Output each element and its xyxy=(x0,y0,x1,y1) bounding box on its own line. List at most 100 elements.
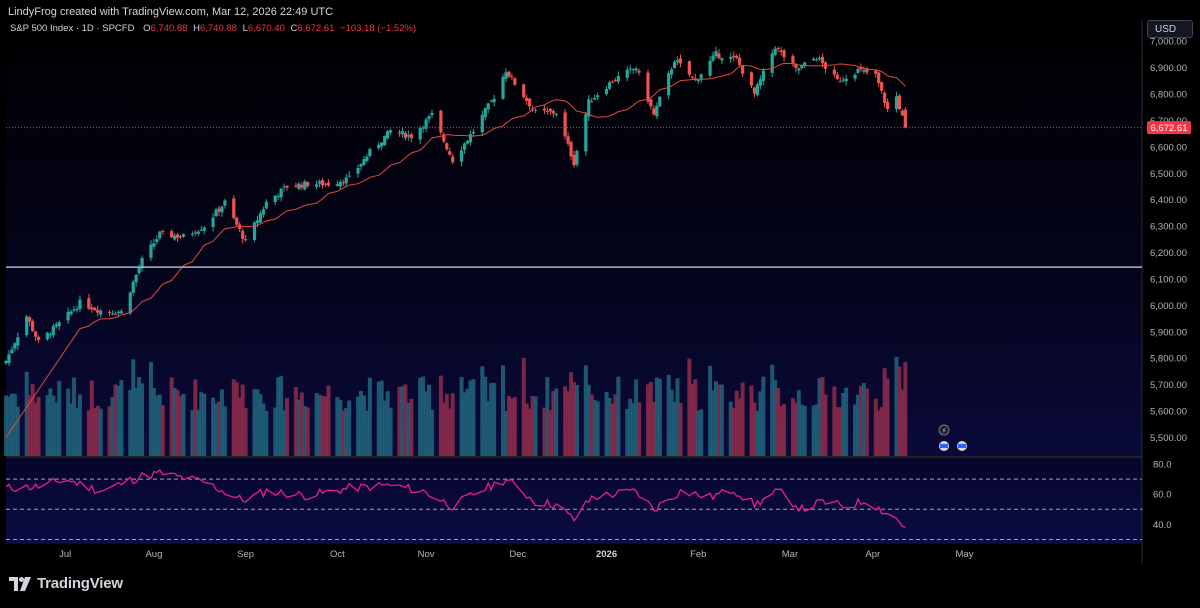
change-value: −103.18 (−1.52%) xyxy=(340,23,417,34)
candle xyxy=(403,131,407,141)
candle xyxy=(548,107,552,116)
volume-bar xyxy=(361,395,366,456)
dividend-icon[interactable] xyxy=(938,424,950,436)
candle-body xyxy=(87,298,91,309)
candle xyxy=(406,130,410,141)
candle-body xyxy=(279,188,283,198)
candle-body xyxy=(244,239,248,241)
candle xyxy=(492,94,496,107)
volume-bar xyxy=(86,410,91,456)
candle-body xyxy=(814,59,819,61)
volume-bar xyxy=(503,410,508,456)
time-axis[interactable]: JunJulAugSepOctNovDec2026FebMarAprMay xyxy=(0,549,974,560)
candle xyxy=(128,291,132,315)
candle-body xyxy=(800,65,804,69)
candle-body xyxy=(152,243,156,247)
candle-body xyxy=(655,105,659,117)
candle-body xyxy=(856,68,860,73)
candle-body xyxy=(690,76,694,78)
candle-body xyxy=(883,92,887,104)
candle-body xyxy=(4,360,8,364)
candle xyxy=(199,225,203,232)
candle-body xyxy=(897,95,902,109)
candle-body xyxy=(10,349,14,354)
candle-body xyxy=(320,180,325,186)
volume-bar xyxy=(613,394,618,456)
tradingview-logo[interactable]: TradingView xyxy=(9,575,123,592)
volume-bar xyxy=(388,407,393,456)
candle-body xyxy=(45,332,50,340)
candle-body xyxy=(696,79,700,82)
event-markers[interactable]: ⚡ xyxy=(938,424,967,451)
volume-bar xyxy=(838,407,843,456)
candle xyxy=(814,57,819,61)
candle xyxy=(761,68,765,86)
candle-body xyxy=(782,50,786,58)
volume-bar xyxy=(72,377,77,456)
volume-bar xyxy=(796,390,801,456)
candle xyxy=(714,46,718,59)
candle-body xyxy=(625,69,629,78)
candle-body xyxy=(211,217,215,227)
candle-body xyxy=(752,87,757,94)
candle xyxy=(380,142,384,151)
candle-body xyxy=(738,57,742,66)
candle-body xyxy=(646,72,650,102)
candle xyxy=(779,46,783,56)
candle xyxy=(652,105,656,116)
candle-body xyxy=(170,231,174,238)
candle xyxy=(161,229,165,235)
time-tick-label: Dec xyxy=(509,549,526,560)
time-tick-label: Nov xyxy=(418,549,435,560)
candle xyxy=(87,293,91,311)
volume-bar xyxy=(749,385,754,456)
candle-body xyxy=(155,239,159,243)
volume-bar xyxy=(817,378,822,456)
candle xyxy=(782,48,786,62)
svg-text:⚡: ⚡ xyxy=(942,427,947,435)
volume-bar xyxy=(299,392,304,456)
candle xyxy=(273,195,277,206)
candle-body xyxy=(717,53,721,59)
candle xyxy=(729,52,733,63)
candle-body xyxy=(202,227,206,231)
currency-button[interactable]: USD xyxy=(1147,20,1193,38)
candle xyxy=(175,232,180,243)
candle-body xyxy=(388,130,393,133)
candle xyxy=(155,235,159,245)
time-tick-label: Apr xyxy=(865,549,880,560)
volume-bar xyxy=(441,402,446,456)
candle xyxy=(670,66,674,79)
candle xyxy=(658,96,662,108)
volume-bar xyxy=(527,408,532,456)
candle xyxy=(235,216,239,227)
candle xyxy=(338,179,342,191)
candle xyxy=(7,350,11,366)
volume-bar xyxy=(231,379,236,456)
candle xyxy=(297,182,301,190)
candle xyxy=(178,234,183,239)
symbol-name[interactable]: S&P 500 Index · 1D · SPCFD xyxy=(10,23,135,34)
candle xyxy=(137,264,141,276)
volume-bar xyxy=(752,402,757,456)
price-tick-label: 6,000.00 xyxy=(1150,301,1187,312)
volume-bar xyxy=(625,408,630,456)
candle-body xyxy=(424,119,428,129)
volume-bar xyxy=(326,385,331,456)
volume-bar xyxy=(512,397,517,456)
candle-body xyxy=(483,108,487,118)
volume-bar xyxy=(755,410,760,456)
candle-body xyxy=(877,72,881,84)
candle xyxy=(362,155,366,166)
candle-body xyxy=(338,182,342,187)
volume-bar xyxy=(489,383,494,456)
candle-body xyxy=(551,110,555,114)
symbol-legend[interactable]: S&P 500 Index · 1D · SPCFD O6,740.88 H6,… xyxy=(10,23,416,34)
volume-bar xyxy=(237,397,242,456)
volume-bar xyxy=(69,403,74,456)
candle-body xyxy=(687,61,691,75)
volume-bar xyxy=(154,395,159,456)
candle xyxy=(335,180,339,187)
volume-bar xyxy=(841,392,846,456)
